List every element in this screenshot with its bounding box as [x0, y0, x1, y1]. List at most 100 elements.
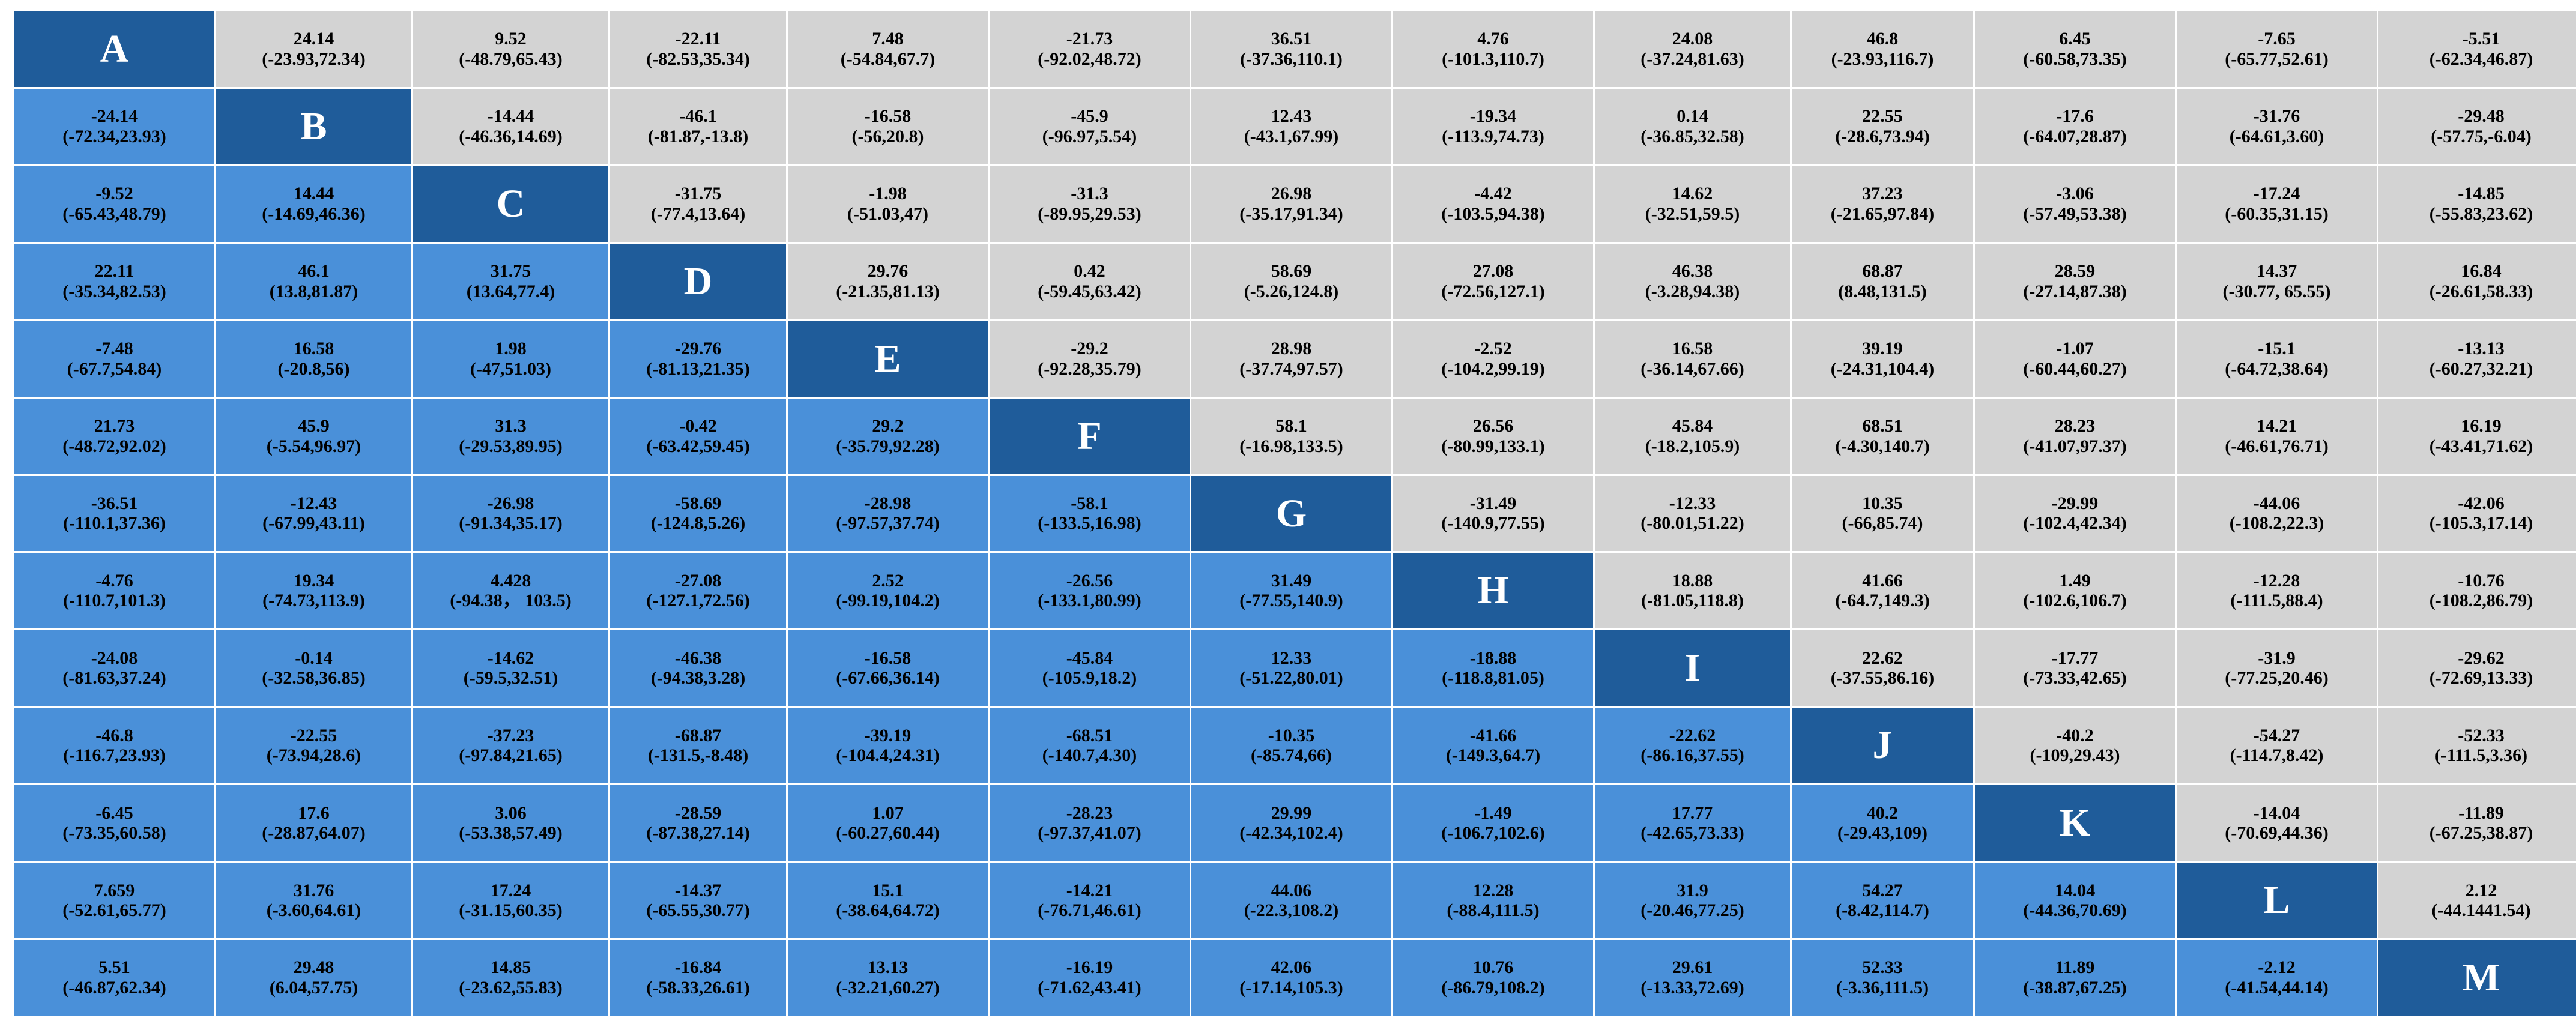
comparison-estimate: -19.34	[1469, 106, 1517, 127]
comparison-estimate: -36.51	[91, 493, 138, 513]
comparison-estimate: -1.98	[869, 184, 907, 204]
comparison-cell-r7-c11: -12.28 (-111.5,88.4)	[2177, 553, 2377, 629]
comparison-estimate: 27.08	[1472, 261, 1514, 282]
comparison-cell-r3-c2: 31.75 (13.64,77.4)	[413, 243, 608, 319]
comparison-cell-r12-c3: -16.84 (-58.33,26.61)	[610, 940, 786, 1016]
comparison-estimate: -28.59	[674, 803, 722, 823]
comparison-cell-r1-c8: 0.14 (-36.85,32.58)	[1595, 88, 1790, 164]
comparison-interval: (-105.9,18.2)	[1042, 668, 1137, 688]
comparison-cell-r11-c7: 12.28 (-88.4,111.5)	[1393, 863, 1593, 939]
comparison-cell-r5-c10: 28.23 (-41.07,97.37)	[1975, 398, 2175, 474]
comparison-estimate: 52.33	[1862, 957, 1903, 978]
comparison-estimate: -15.1	[2258, 339, 2296, 359]
treatment-label-i: I	[1595, 630, 1790, 706]
comparison-interval: (-46.36,14.69)	[459, 126, 563, 146]
comparison-estimate: -40.2	[2056, 725, 2094, 745]
comparison-interval: (-60.35,31.15)	[2225, 203, 2329, 224]
comparison-estimate: -9.52	[95, 184, 133, 204]
comparison-estimate: 36.51	[1271, 29, 1312, 49]
comparison-cell-r5-c3: -0.42 (-63.42,59.45)	[610, 398, 786, 474]
league-table: A 24.14 (-23.93,72.34) 9.52 (-48.79,65.43) -2…	[14, 11, 2576, 1016]
comparison-estimate: 2.12	[2465, 880, 2497, 900]
comparison-interval: (-3.36,111.5)	[1836, 978, 1929, 998]
comparison-estimate: -24.14	[91, 106, 138, 127]
comparison-estimate: 15.1	[872, 880, 904, 900]
comparison-interval: (-55.83,23.62)	[2429, 203, 2533, 224]
comparison-interval: (-149.3,64.7)	[1445, 745, 1541, 766]
comparison-interval: (-101.3,110.7)	[1442, 49, 1544, 69]
comparison-estimate: -14.44	[487, 106, 534, 127]
comparison-estimate: 14.85	[490, 957, 531, 978]
comparison-cell-r1-c5: -45.9 (-96.97,5.54)	[990, 88, 1190, 164]
comparison-interval: (-37.24,81.63)	[1640, 49, 1744, 69]
comparison-estimate: 31.49	[1271, 570, 1312, 591]
comparison-interval: (-5.26,124.8)	[1244, 281, 1339, 301]
comparison-estimate: -39.19	[864, 725, 912, 745]
comparison-interval: (-140.7,4.30)	[1042, 745, 1137, 766]
comparison-estimate: -41.66	[1469, 725, 1517, 745]
comparison-estimate: -1.49	[1474, 803, 1512, 823]
comparison-interval: (-58.33,26.61)	[646, 978, 750, 998]
comparison-estimate: 14.44	[293, 184, 334, 204]
comparison-cell-r4-c0: -7.48 (-67.7,54.84)	[14, 321, 214, 397]
comparison-estimate: -3.06	[2056, 184, 2094, 204]
comparison-cell-r11-c12: 2.12 (-44.1441.54)	[2378, 863, 2576, 939]
comparison-interval: (-81.05,118.8)	[1641, 591, 1744, 611]
comparison-estimate: -14.04	[2253, 803, 2300, 823]
comparison-estimate: -29.62	[2458, 648, 2505, 668]
comparison-interval: (-113.9,74.73)	[1442, 126, 1544, 146]
comparison-interval: (-46.87,62.34)	[62, 978, 166, 998]
comparison-interval: (-26.61,58.33)	[2429, 281, 2533, 301]
comparison-interval: (-14.69,46.36)	[262, 203, 366, 224]
comparison-cell-r12-c7: 10.76 (-86.79,108.2)	[1393, 940, 1593, 1016]
comparison-interval: (-64.61,3.60)	[2229, 126, 2324, 146]
comparison-interval: (-54.84,67.7)	[840, 49, 936, 69]
comparison-estimate: -7.48	[95, 339, 133, 359]
comparison-cell-r12-c1: 29.48 (6.04,57.75)	[216, 940, 411, 1016]
comparison-cell-r11-c5: -14.21 (-76.71,46.61)	[990, 863, 1190, 939]
comparison-interval: (-108.2,22.3)	[2229, 513, 2324, 534]
comparison-estimate: 4.428	[490, 570, 531, 591]
comparison-interval: (-28.87,64.07)	[262, 823, 366, 843]
comparison-cell-r12-c5: -16.19 (-71.62,43.41)	[990, 940, 1190, 1016]
comparison-interval: (-124.8,5.26)	[650, 513, 746, 534]
comparison-cell-r10-c1: 17.6 (-28.87,64.07)	[216, 785, 411, 861]
comparison-estimate: -26.98	[487, 493, 534, 513]
comparison-estimate: 21.73	[94, 415, 135, 436]
comparison-estimate: 10.35	[1862, 493, 1903, 513]
comparison-cell-r9-c1: -22.55 (-73.94,28.6)	[216, 708, 411, 784]
comparison-estimate: 16.19	[2461, 415, 2502, 436]
comparison-cell-r10-c11: -14.04 (-70.69,44.36)	[2177, 785, 2377, 861]
comparison-interval: (-66,85.74)	[1842, 513, 1923, 534]
comparison-estimate: 12.43	[1271, 106, 1312, 127]
comparison-estimate: -58.69	[674, 493, 722, 513]
comparison-estimate: 3.06	[495, 803, 527, 823]
comparison-cell-r10-c9: 40.2 (-29.43,109)	[1792, 785, 1973, 861]
comparison-cell-r6-c2: -26.98 (-91.34,35.17)	[413, 475, 608, 552]
comparison-estimate: 29.2	[872, 415, 904, 436]
comparison-cell-r1-c12: -29.48 (-57.75,-6.04)	[2378, 88, 2576, 164]
comparison-cell-r0-c2: 9.52 (-48.79,65.43)	[413, 11, 608, 87]
comparison-cell-r9-c8: -22.62 (-86.16,37.55)	[1595, 708, 1790, 784]
comparison-estimate: -0.42	[679, 415, 717, 436]
treatment-label-l: L	[2177, 863, 2377, 939]
comparison-interval: (-72.56,127.1)	[1441, 281, 1545, 301]
comparison-interval: (-72.34,23.93)	[62, 126, 166, 146]
comparison-cell-r11-c4: 15.1 (-38.64,64.72)	[788, 863, 988, 939]
comparison-interval: (-36.85,32.58)	[1640, 126, 1744, 146]
comparison-cell-r12-c10: 11.89 (-38.87,67.25)	[1975, 940, 2175, 1016]
comparison-interval: (-8.42,114.7)	[1836, 900, 1929, 921]
comparison-estimate: 17.6	[298, 803, 330, 823]
comparison-interval: (-81.63,37.24)	[62, 668, 166, 688]
comparison-estimate: -11.89	[2458, 803, 2504, 823]
comparison-cell-r2-c7: -4.42 (-103.5,94.38)	[1393, 166, 1593, 242]
comparison-interval: (-97.84,21.65)	[459, 745, 563, 766]
comparison-interval: (-31.15,60.35)	[459, 900, 563, 921]
comparison-interval: (-94.38,3.28)	[650, 668, 746, 688]
comparison-cell-r4-c1: 16.58 (-20.8,56)	[216, 321, 411, 397]
comparison-interval: (-86.16,37.55)	[1640, 745, 1744, 766]
comparison-interval: (-23.62,55.83)	[459, 978, 563, 998]
comparison-cell-r0-c12: -5.51 (-62.34,46.87)	[2378, 11, 2576, 87]
comparison-cell-r4-c7: -2.52 (-104.2,99.19)	[1393, 321, 1593, 397]
comparison-interval: (-32.51,59.5)	[1645, 203, 1740, 224]
